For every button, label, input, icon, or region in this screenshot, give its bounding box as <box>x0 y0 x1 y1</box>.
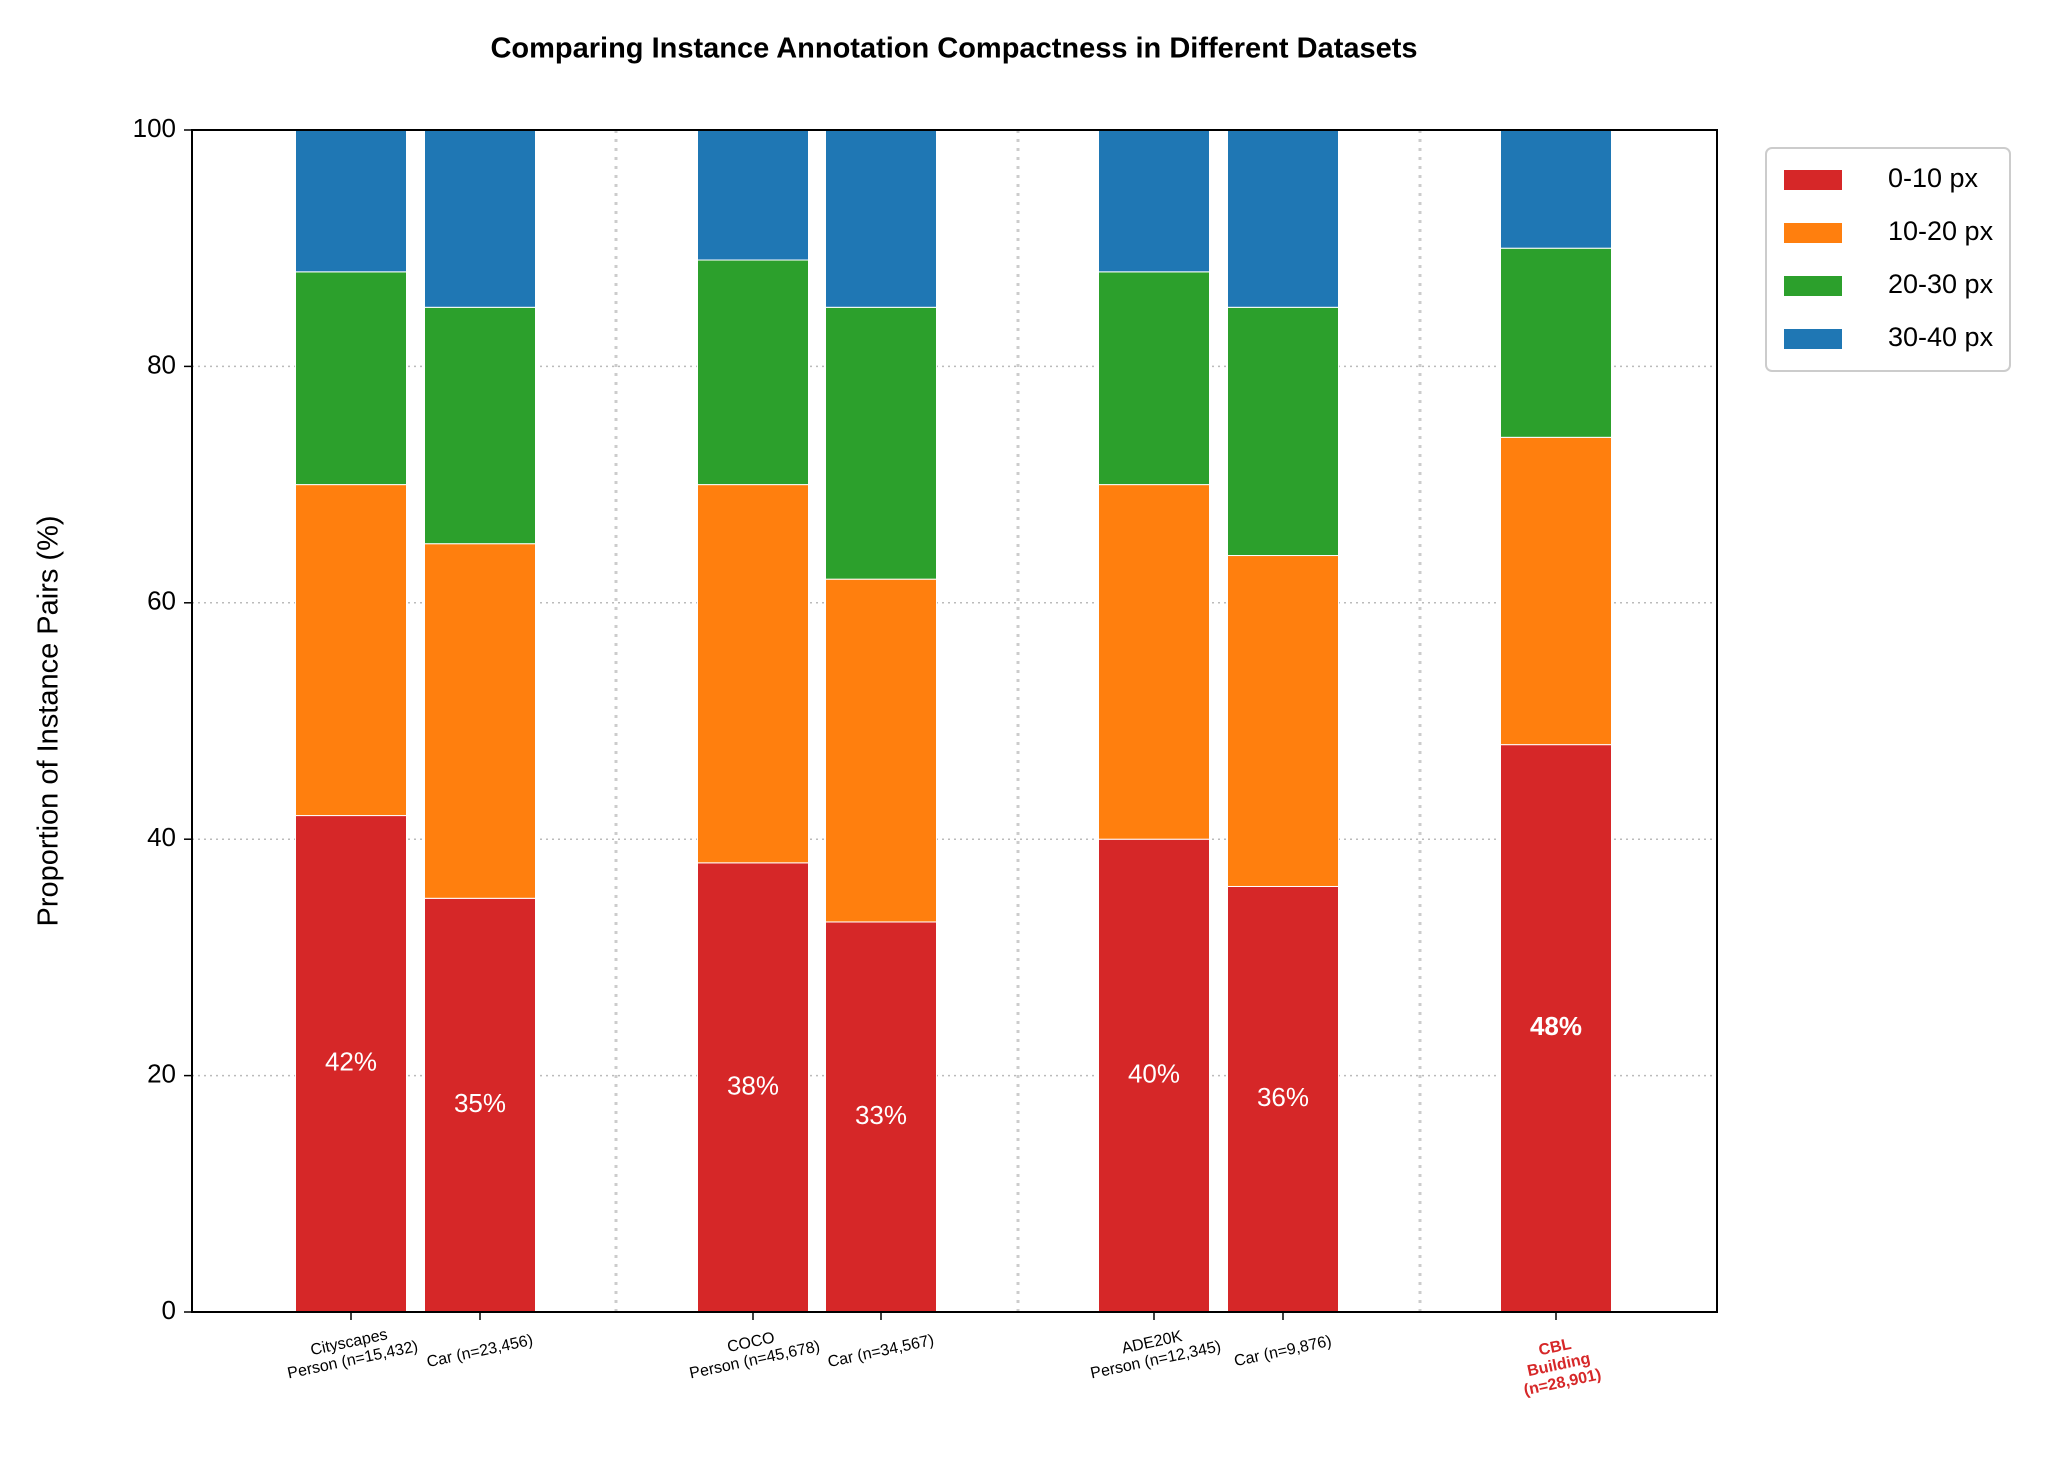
y-tick-label: 80 <box>147 349 176 379</box>
legend-frame <box>1765 147 2011 372</box>
bar-segment <box>697 259 809 486</box>
bar-segment <box>825 129 937 308</box>
legend-label: 20-30 px <box>1888 269 1994 299</box>
bar-segment <box>825 921 937 1313</box>
x-tick-label-line: CBL <box>1537 1336 1573 1360</box>
bar-segment <box>1227 129 1339 308</box>
bar-segment <box>1500 247 1612 438</box>
value-label: 48% <box>1530 1011 1582 1041</box>
value-label: 42% <box>325 1047 377 1077</box>
value-label: 35% <box>454 1088 506 1118</box>
x-tick-label: COCOPerson (n=45,678) <box>684 1321 821 1383</box>
legend: 0-10 px 10-20 px 20-30 px 30-40 px <box>1765 147 2011 372</box>
bar-segment <box>1098 271 1210 486</box>
legend-swatch <box>1784 329 1842 349</box>
x-tick-label: CityscapesPerson (n=15,432) <box>282 1321 419 1383</box>
x-tick-label: ADE20KPerson (n=12,345) <box>1085 1321 1222 1383</box>
bar-segment <box>1500 744 1612 1313</box>
bar-segment <box>424 129 536 308</box>
bar-segment <box>1227 885 1339 1313</box>
legend-label: 0-10 px <box>1888 163 1979 193</box>
chart-title: Comparing Instance Annotation Compactnes… <box>490 33 1417 65</box>
bar-segment <box>295 271 407 486</box>
y-tick-label: 100 <box>133 113 176 143</box>
legend-swatch <box>1784 170 1842 190</box>
bar-segment <box>1098 484 1210 840</box>
x-tick-label: Car (n=9,876) <box>1233 1333 1334 1370</box>
value-label: 38% <box>727 1070 779 1100</box>
y-tick-label: 40 <box>147 822 176 852</box>
y-tick-label: 0 <box>162 1295 176 1325</box>
bar-segment <box>697 862 809 1313</box>
bar-segment <box>295 484 407 817</box>
x-tick-label: Car (n=34,567) <box>826 1332 935 1371</box>
bar-segment <box>697 129 809 261</box>
bar-segment <box>825 306 937 580</box>
x-tick-label: CBLBuilding(n=28,901) <box>1515 1331 1603 1399</box>
y-tick-label: 20 <box>147 1058 176 1088</box>
x-tick-label: Car (n=23,456) <box>425 1332 534 1371</box>
legend-swatch <box>1784 223 1842 243</box>
bar-segment <box>1227 555 1339 887</box>
bar-segment <box>1500 436 1612 746</box>
x-tick-label-line: Car (n=34,567) <box>826 1332 935 1371</box>
legend-label: 30-40 px <box>1888 322 1994 352</box>
legend-label: 10-20 px <box>1888 216 1994 246</box>
y-axis-label: Proportion of Instance Pairs (%) <box>33 515 65 926</box>
value-label: 36% <box>1257 1082 1309 1112</box>
x-tick-label-line: Car (n=9,876) <box>1233 1333 1334 1370</box>
bar-segment <box>1098 129 1210 273</box>
plot-frame <box>191 129 1718 1313</box>
legend-swatch <box>1784 276 1842 296</box>
bar-segment <box>424 543 536 899</box>
bar-segment <box>825 578 937 923</box>
y-tick-label: 60 <box>147 586 176 616</box>
bar-segment <box>424 306 536 545</box>
value-label: 33% <box>855 1100 907 1130</box>
bar-segment <box>1227 306 1339 557</box>
bar-segment <box>1500 129 1612 249</box>
value-label: 40% <box>1128 1058 1180 1088</box>
bar-segment <box>697 484 809 864</box>
x-tick-label-line: Car (n=23,456) <box>425 1332 534 1371</box>
bar-segment <box>295 129 407 273</box>
